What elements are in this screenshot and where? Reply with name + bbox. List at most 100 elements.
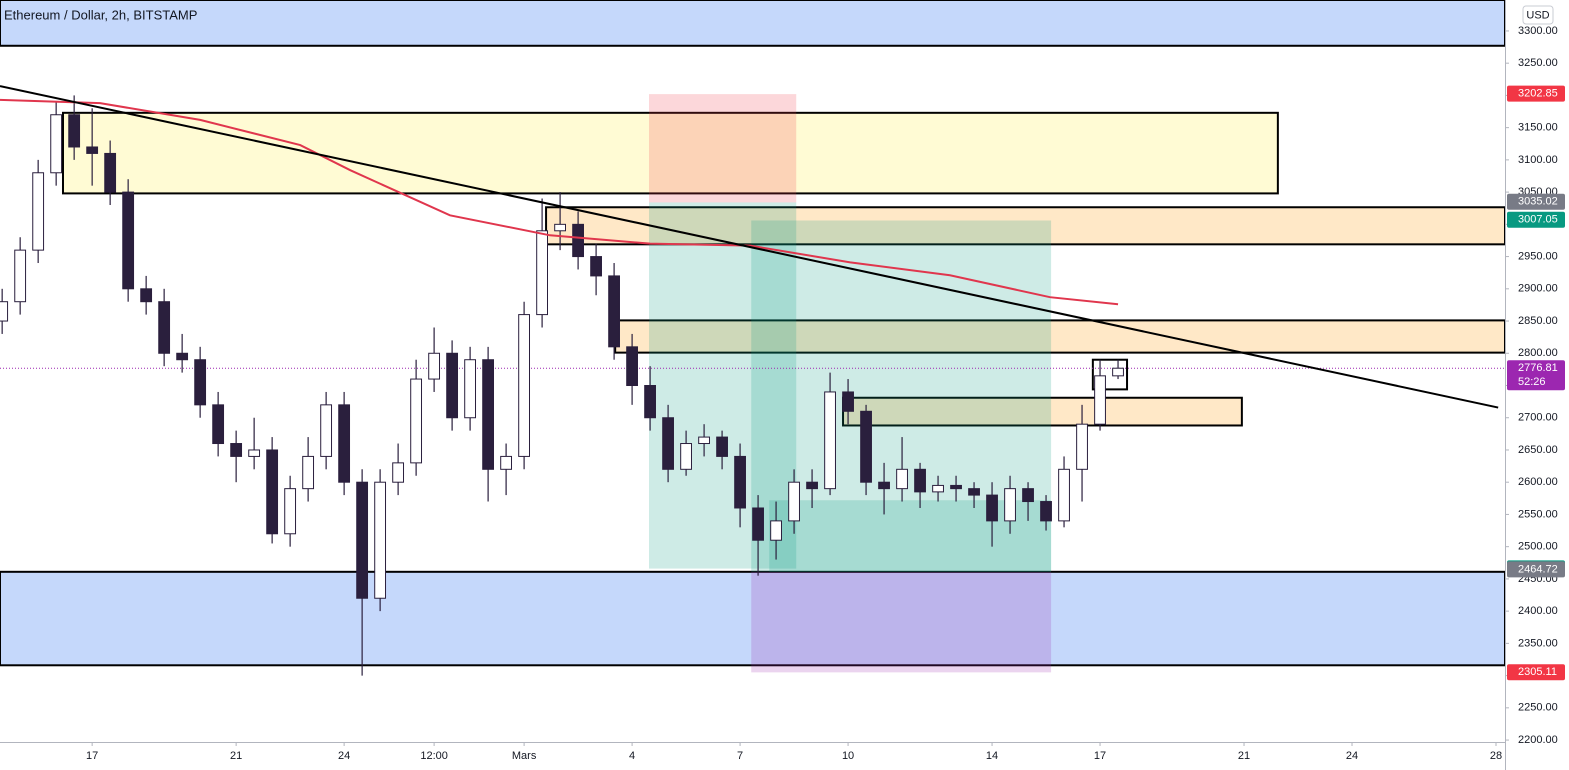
chart-title: Ethereum / Dollar, 2h, BITSTAMP (4, 7, 197, 22)
zone (751, 571, 1052, 673)
candle-body (824, 391, 836, 490)
zone (0, 570, 1505, 667)
price-label: 3007.05 (1518, 214, 1558, 226)
candle-body (806, 481, 818, 490)
candle-body (68, 114, 81, 148)
candle-body (554, 223, 566, 232)
candle-body (914, 468, 926, 493)
candle-body (266, 449, 279, 535)
candle-body (608, 275, 620, 348)
candle-body (698, 436, 710, 445)
candle-body (986, 494, 998, 522)
price-label-box (1507, 211, 1565, 228)
candle-body (338, 404, 351, 483)
candle-body (1004, 488, 1016, 522)
candle-body (770, 520, 782, 541)
currency[interactable]: USD (1526, 9, 1549, 21)
x-tick-label: 17 (1094, 750, 1106, 762)
candle-body (32, 172, 45, 251)
candle-body (104, 152, 117, 193)
axes: 3300.003250.003200.003150.003100.003050.… (86, 25, 1565, 762)
price-label-box (1507, 360, 1565, 391)
x-tick-label: 7 (737, 750, 743, 762)
candle-body (248, 449, 261, 457)
price-label: 2464.72 (1518, 563, 1558, 575)
zone (0, 0, 1505, 47)
candle-body (626, 346, 638, 387)
candle-body (1022, 488, 1034, 503)
candle-body (590, 256, 602, 277)
candle-body (842, 391, 854, 412)
candle-body (284, 488, 297, 535)
x-tick-label: 12:00 (420, 750, 448, 762)
candle-body (140, 288, 153, 303)
y-tick-label: 2600.00 (1518, 476, 1558, 488)
price-label: 3202.85 (1518, 87, 1558, 99)
candle-body (464, 359, 477, 419)
price-label: 2776.81 (1518, 362, 1558, 374)
candle-body (302, 455, 315, 490)
candle-body (158, 301, 171, 354)
x-tick-label: 17 (86, 750, 98, 762)
plot-area (0, 0, 1505, 676)
candle-body (1112, 367, 1124, 377)
candle-body (122, 191, 135, 290)
x-tick-label: 4 (629, 750, 635, 762)
x-tick-label: 21 (230, 750, 242, 762)
zone (842, 396, 1243, 427)
candle-body (860, 410, 872, 483)
zone (614, 319, 1505, 354)
candle-body (1076, 423, 1088, 470)
candle-body (1040, 501, 1052, 522)
candle-body (14, 249, 27, 303)
candle-body (1058, 468, 1070, 522)
candle-body (680, 443, 692, 470)
candle-body (788, 481, 800, 522)
candle-body (644, 385, 656, 419)
y-tick-label: 2700.00 (1518, 412, 1558, 424)
price-label-box (1507, 193, 1565, 210)
y-tick-label: 2350.00 (1518, 637, 1558, 649)
y-tick-label: 3250.00 (1518, 57, 1558, 69)
y-tick-label: 2800.00 (1518, 347, 1558, 359)
zone (769, 500, 1052, 572)
x-tick-label: 24 (338, 750, 350, 762)
candle-body (500, 455, 513, 470)
candle-body (482, 359, 495, 470)
candle-body (194, 359, 207, 406)
y-tick-label: 2950.00 (1518, 250, 1558, 262)
candle-body (950, 484, 962, 490)
drawn-line (0, 98, 1119, 306)
y-tick-label: 2550.00 (1518, 508, 1558, 520)
price-label: 2305.11 (1518, 666, 1557, 678)
candle-body (356, 481, 369, 599)
candle-body (932, 484, 944, 493)
zone (649, 94, 797, 203)
candle-body (968, 488, 980, 496)
y-tick-label: 2500.00 (1518, 541, 1558, 553)
price-label-box (1507, 561, 1565, 578)
candle-body (752, 507, 764, 541)
currency-box[interactable] (1522, 5, 1554, 25)
candle-body (392, 462, 405, 483)
zone (649, 202, 797, 569)
candle-body (428, 352, 441, 380)
candle-body (662, 417, 674, 470)
x-tick-label: 24 (1346, 750, 1358, 762)
x-tick-label: 21 (1238, 750, 1250, 762)
x-tick-label: 28 (1490, 750, 1502, 762)
candle-body (320, 404, 333, 457)
y-tick-label: 2850.00 (1518, 315, 1558, 327)
x-tick-label: 10 (842, 750, 854, 762)
y-tick-label: 2250.00 (1518, 702, 1558, 714)
y-tick-label: 2650.00 (1518, 444, 1558, 456)
x-tick-label: 14 (986, 750, 998, 762)
candle-body (536, 230, 549, 316)
candle-body (374, 481, 387, 599)
candle-body (1094, 375, 1106, 425)
candle-body (212, 404, 225, 445)
candle-body (518, 314, 531, 457)
price-label-box (1507, 664, 1565, 681)
